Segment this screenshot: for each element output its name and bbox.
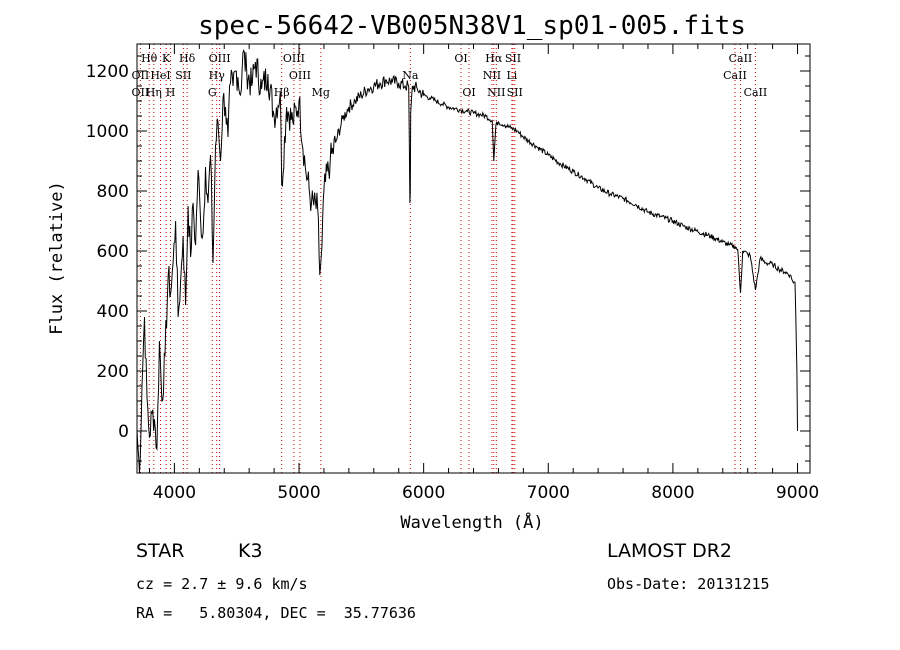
object-subclass: K3 [238,540,263,562]
spectral-line-label: Hβ [274,86,290,99]
spectral-line-label: NII [487,86,505,99]
y-tick-label: 200 [97,362,129,382]
chart-title: spec-56642-VB005N38V1_sp01-005.fits [198,11,746,41]
plot-frame [136,43,811,474]
spectral-line-label: Hδ [179,52,196,65]
y-tick-label: 0 [118,422,129,442]
y-tick-label: 1000 [86,122,129,142]
x-tick-label: 9000 [776,483,819,503]
y-tick-label: 400 [97,302,129,322]
spectral-line-label: CaII [744,86,768,99]
spectral-line-label: HeI [150,69,170,82]
redshift-cz: cz = 2.7 ± 9.6 km/s [136,575,308,593]
y-axis-ticks: 0 200 400 600 800 1000 1200 [86,55,810,462]
x-tick-label: 8000 [651,483,694,503]
x-tick-label: 4000 [153,483,196,503]
x-axis-ticks: 4000 5000 6000 7000 8000 9000 [148,44,819,503]
spectral-line-label: Mg [312,86,330,99]
x-axis-label: Wavelength (Å) [400,511,543,533]
spectral-line-label: OII [132,69,150,82]
spectral-line-label: OIII [209,52,231,65]
spectral-line-label: G [208,86,217,99]
spectral-line-label: OI [462,86,475,99]
spectral-line-label: CaII [723,69,747,82]
spectral-line-label: Li [506,69,517,82]
spectral-line-label: Hγ [209,69,226,82]
y-tick-label: 800 [97,182,129,202]
spectral-line-label: OI [454,52,467,65]
observation-date: Obs-Date: 20131215 [607,575,770,593]
spectral-line-label: Na [402,69,419,82]
data-release: LAMOST DR2 [607,540,732,562]
x-tick-label: 6000 [402,483,445,503]
spectral-line-label: CaII [729,52,753,65]
spectral-line-label: H [166,86,176,99]
y-tick-label: 1200 [86,62,129,82]
spectrum-series-line [136,48,798,474]
x-tick-label: 7000 [527,483,570,503]
spectral-line-label: Hα [485,52,503,65]
spectral-line-label: Hθ [141,52,158,65]
spectral-line-label: NII [483,69,501,82]
spectral-line-markers [139,44,756,473]
ra-dec-coordinates: RA = 5.80304, DEC = 35.77636 [136,604,416,622]
object-type: STAR [136,540,185,562]
y-tick-label: 600 [97,242,129,262]
spectral-line-label: OIII [283,52,305,65]
spectral-line-label: SII [175,69,191,82]
y-axis-label: Flux (relative) [47,181,67,335]
spectral-line-label: OII [132,86,150,99]
spectral-line-label: SII [507,86,523,99]
spectral-line-label: SII [505,52,521,65]
x-tick-label: 5000 [277,483,320,503]
spectral-line-label: OIII [289,69,311,82]
spectral-line-label: Hη [146,86,162,99]
spectral-line-label: K [162,52,171,65]
